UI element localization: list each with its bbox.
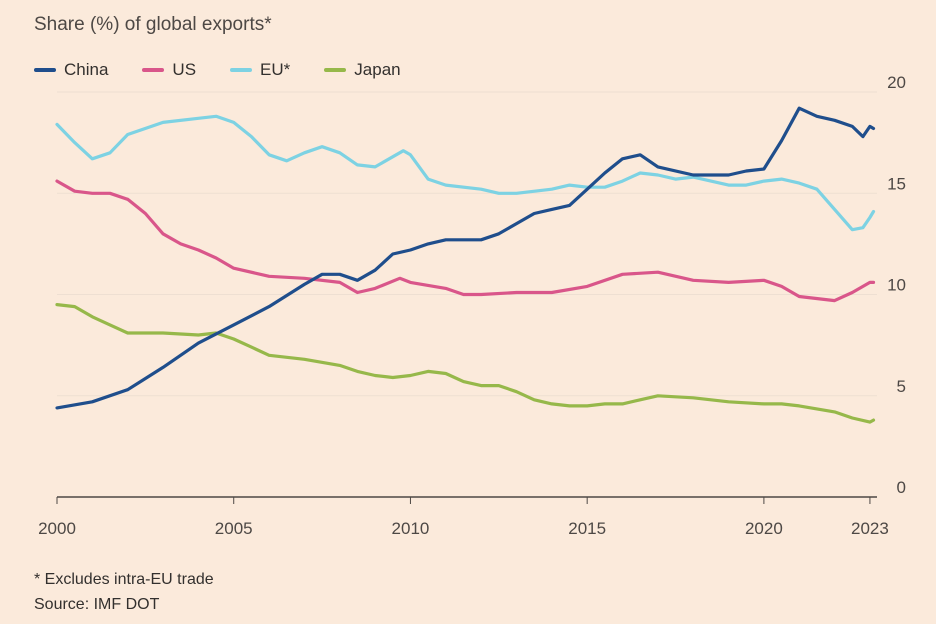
legend-swatch-china xyxy=(34,68,56,72)
series-line-china xyxy=(55,106,876,410)
legend-item-us: US xyxy=(142,60,196,80)
x-tick-label-2000: 2000 xyxy=(38,519,76,538)
legend-item-china: China xyxy=(34,60,108,80)
legend-item-japan: Japan xyxy=(324,60,401,80)
y-tick-label-15: 15 xyxy=(887,174,906,193)
y-tick-label-0: 0 xyxy=(897,478,906,497)
series-line-japan xyxy=(55,303,876,424)
y-tick-label-10: 10 xyxy=(887,276,906,295)
legend: China US EU* Japan xyxy=(34,60,435,80)
footnote: * Excludes intra-EU trade xyxy=(34,571,214,588)
legend-label-eu: EU* xyxy=(260,60,291,79)
x-tick-label-2010: 2010 xyxy=(392,519,430,538)
source-note: Source: IMF DOT xyxy=(34,596,160,613)
series-line-eu xyxy=(55,114,876,232)
legend-label-china: China xyxy=(64,60,109,79)
series-line-us xyxy=(55,179,876,303)
y-tick-label-5: 5 xyxy=(897,377,906,396)
legend-label-us: US xyxy=(172,60,197,79)
legend-label-japan: Japan xyxy=(354,60,401,79)
x-tick-label-2020: 2020 xyxy=(745,519,783,538)
legend-item-eu: EU* xyxy=(230,60,290,80)
legend-swatch-eu xyxy=(230,68,253,72)
y-tick-label-20: 20 xyxy=(887,73,906,92)
x-tick-label-2015: 2015 xyxy=(568,519,606,538)
x-tick-label-2005: 2005 xyxy=(215,519,253,538)
legend-swatch-japan xyxy=(324,68,347,72)
legend-swatch-us xyxy=(142,68,165,72)
x-tick-label-2023: 2023 xyxy=(851,519,889,538)
chart-title: Share (%) of global exports* xyxy=(34,14,272,35)
